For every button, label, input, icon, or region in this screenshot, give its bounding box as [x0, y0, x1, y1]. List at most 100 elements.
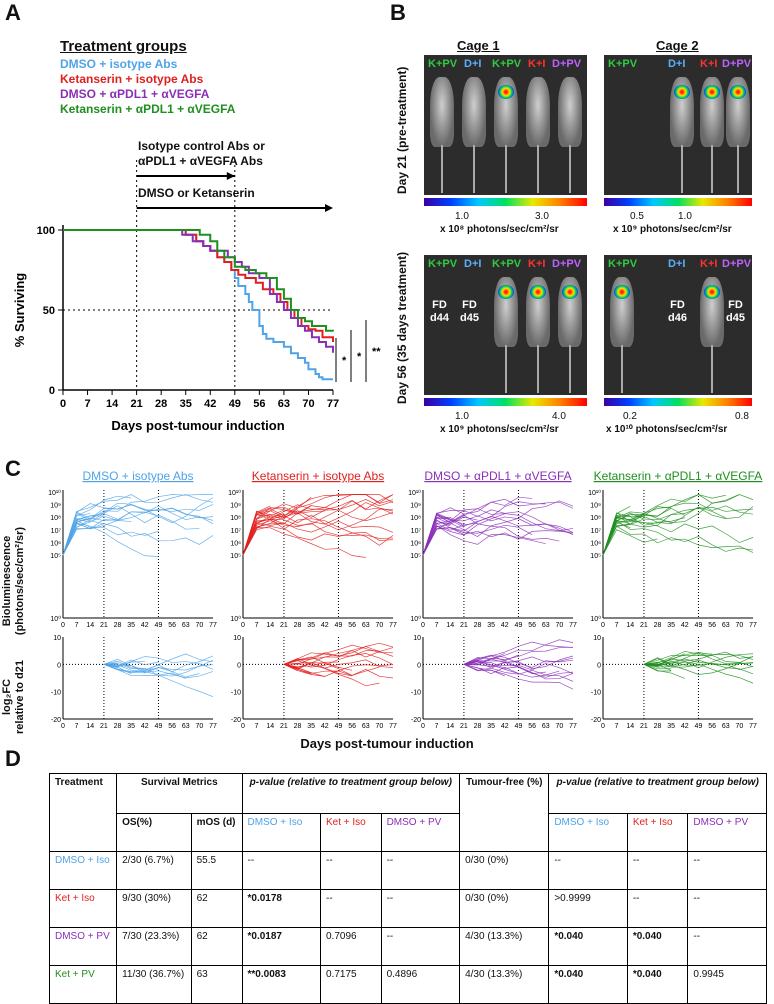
c-bot-x-tick: 56 — [348, 723, 356, 730]
c-bot-y-tick: -20 — [231, 717, 241, 724]
c-top-trace — [602, 525, 754, 556]
y-tick-label: 0 — [49, 385, 55, 397]
c-bot-y-tick: -10 — [411, 690, 421, 697]
th-g3: DMSO + PV — [380, 813, 461, 852]
cbar-unit: x 10⁹ photons/sec/cm²/sr — [613, 224, 732, 235]
c-bot-x-tick: 70 — [195, 723, 203, 730]
image-cage1-day21: K+PV D+I K+PV K+I D+PV — [424, 55, 587, 195]
c-top-x-tick: 35 — [127, 622, 135, 629]
bioluminescence-signal — [730, 85, 746, 99]
x-tick-label: 56 — [253, 398, 265, 410]
colorbar-c2-r1 — [604, 198, 752, 206]
c-top-x-tick: 7 — [435, 622, 439, 629]
c-bot-x-tick: 42 — [681, 723, 689, 730]
c-top-x-tick: 0 — [421, 622, 425, 629]
c-top-y-tick: 10⁷ — [411, 528, 422, 535]
c-bot-trace — [283, 653, 394, 668]
bioluminescence-charts: DMSO + isotype Abs 10⁰ 10⁵ 10⁶ 10⁷ 10⁸ 10⁹ 10¹⁰… — [48, 470, 762, 730]
cell: 4/30 (13.3%) — [459, 927, 550, 966]
mouse-group-label: D+PV — [722, 258, 752, 270]
c-bot-x-tick: 77 — [389, 723, 397, 730]
cell: -- — [687, 889, 767, 928]
c-bot-x-tick: 42 — [141, 723, 149, 730]
c-bot-y-tick: -10 — [51, 690, 61, 697]
c-bot-x-tick: 70 — [555, 723, 563, 730]
arrow1-label-line2: αPDL1 + αVEGFA Abs — [138, 154, 263, 168]
c-top-y-tick: 10⁸ — [50, 515, 61, 522]
c-top-trace — [242, 520, 394, 556]
cell: -- — [626, 851, 689, 890]
mouse — [430, 77, 454, 147]
legend-item-ket-pv: Ketanserin + αPDL1 + αVEGFA — [60, 102, 236, 116]
c-top-y-tick: 10⁹ — [590, 503, 601, 510]
c-bot-x-tick: 7 — [615, 723, 619, 730]
c-top-trace — [602, 494, 726, 556]
c-top-x-tick: 14 — [266, 622, 274, 629]
c-bot-x-tick: 77 — [749, 723, 757, 730]
c-top-x-tick: 35 — [307, 622, 315, 629]
c-top-x-tick: 63 — [722, 622, 730, 629]
c-bot-y-tick: 10 — [53, 635, 61, 642]
c-bot-trace — [103, 659, 214, 677]
bioluminescence-signal — [530, 285, 546, 299]
mouse-group-label: K+I — [700, 258, 718, 270]
c-bot-y-tick: -20 — [591, 717, 601, 724]
c-top-trace — [422, 519, 574, 556]
c-bot-trace — [463, 664, 478, 671]
c-bot-x-tick: 35 — [667, 723, 675, 730]
x-tick-label: 28 — [155, 398, 167, 410]
c-bot-y-tick: 10 — [233, 635, 241, 642]
panel-label-a: A — [5, 0, 21, 25]
cbar-unit: x 10⁸ photons/sec/cm²/sr — [440, 224, 559, 235]
c-top-x-tick: 63 — [542, 622, 550, 629]
mouse-group-label: D+PV — [552, 58, 582, 70]
c-bot-x-tick: 77 — [569, 723, 577, 730]
mouse-group-label: D+I — [668, 258, 686, 270]
c-bot-trace — [463, 661, 574, 682]
c-top-x-tick: 42 — [501, 622, 509, 629]
cbar-tick: 0.5 — [630, 211, 644, 222]
c-top-x-tick: 63 — [182, 622, 190, 629]
arrow2-head — [325, 204, 333, 212]
mouse-tail — [711, 145, 713, 193]
x-tick-label: 70 — [302, 398, 314, 410]
c-top-x-tick: 21 — [640, 622, 648, 629]
bioluminescence-signal — [498, 285, 514, 299]
bioluminescence-signal — [704, 85, 720, 99]
c-xlabel: Days post-tumour induction — [300, 736, 474, 751]
c-top-trace — [602, 529, 658, 556]
th-mos: mOS (d) — [190, 813, 243, 852]
c-top-x-tick: 28 — [294, 622, 302, 629]
arrow1-label: Isotype control Abs or αPDL1 + αVEGFA Ab… — [138, 139, 265, 169]
th-g2: Ket + Iso — [320, 813, 382, 852]
c-top-trace — [62, 502, 214, 556]
c-top-x-tick: 0 — [61, 622, 65, 629]
c-bot-x-tick: 21 — [460, 723, 468, 730]
c-top-trace — [422, 514, 560, 556]
cell: *0.040 — [626, 965, 689, 1004]
c-bot-y-tick: -10 — [231, 690, 241, 697]
cbar-tick: 3.0 — [535, 211, 549, 222]
cbar-tick: 1.0 — [678, 211, 692, 222]
c-bot-x-tick: 56 — [168, 723, 176, 730]
c-top-y-tick: 10¹⁰ — [588, 489, 601, 497]
survival-series-line — [63, 229, 334, 342]
th-tumourfree: Tumour-free (%) — [459, 773, 550, 852]
c-bot-x-tick: 49 — [515, 723, 523, 730]
th-g3b: DMSO + PV — [687, 813, 767, 852]
c-top-x-tick: 42 — [681, 622, 689, 629]
c-bot-x-tick: 35 — [127, 723, 135, 730]
mouse-tail — [537, 145, 539, 193]
c-top-x-tick: 14 — [86, 622, 94, 629]
c-top-x-tick: 70 — [555, 622, 563, 629]
fd-label: FD d45 — [726, 299, 745, 324]
cbar-tick: 0.2 — [623, 411, 637, 422]
c-top-x-tick: 70 — [195, 622, 203, 629]
c-top-y-tick: 10⁵ — [410, 553, 421, 560]
cbar-tick: 0.8 — [735, 411, 749, 422]
c-bot-trace — [643, 651, 754, 666]
c-top-y-tick: 10⁶ — [50, 540, 61, 547]
table-row: DMSO + Iso 2/30 (6.7%) 55.5 -- -- -- 0/3… — [48, 851, 767, 890]
c-top-y-tick: 10⁵ — [50, 553, 61, 560]
panel-label-d: D — [5, 746, 21, 771]
